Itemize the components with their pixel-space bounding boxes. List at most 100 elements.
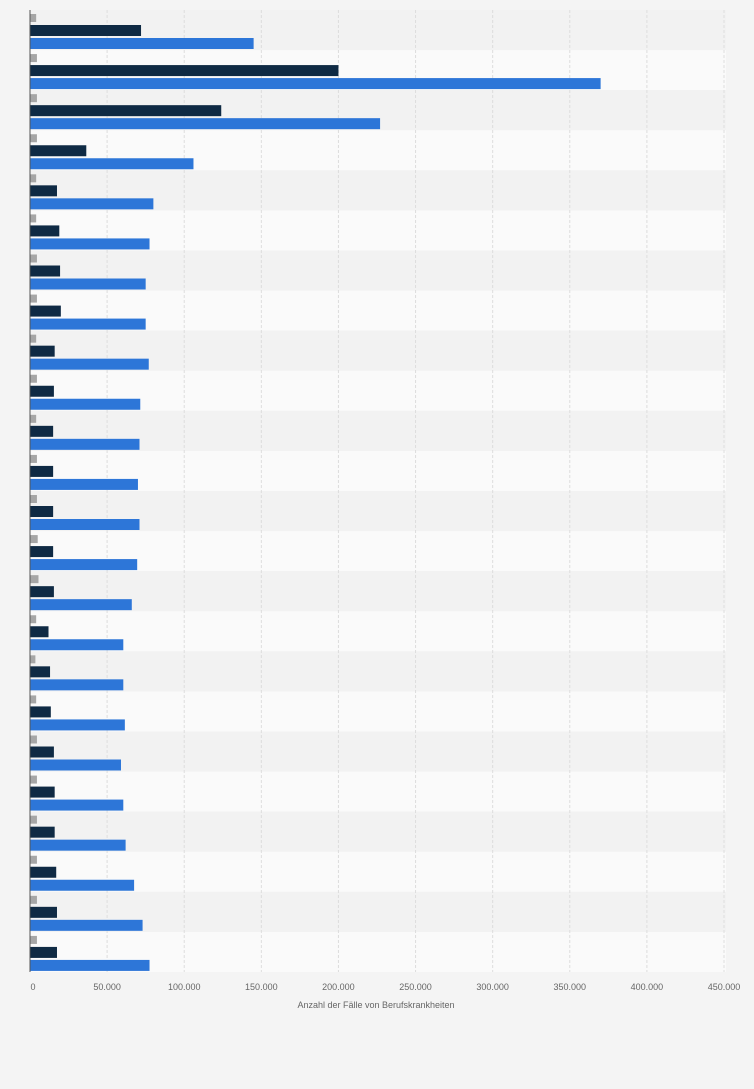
bar[interactable] [30,94,37,103]
row-band [30,250,726,291]
bar[interactable] [30,414,37,423]
bar[interactable] [30,679,124,691]
bar[interactable] [30,946,57,958]
row-band [30,290,726,331]
bar[interactable] [30,238,150,250]
row-band [30,611,726,652]
bar[interactable] [30,65,339,77]
bar[interactable] [30,134,37,143]
bar[interactable] [30,706,51,718]
bar[interactable] [30,278,146,290]
bar[interactable] [30,735,37,744]
bar-marks [30,14,601,971]
bar[interactable] [30,519,140,530]
bar[interactable] [30,214,37,223]
bar[interactable] [30,826,55,838]
row-band [30,851,726,892]
x-tick-label: 0 [30,982,35,992]
bar[interactable] [30,425,54,437]
x-tick-label: 100.000 [168,982,201,992]
x-axis-title: Anzahl der Fälle von Berufskrankheiten [297,1000,454,1010]
bar[interactable] [30,254,37,263]
bar[interactable] [30,895,37,904]
row-band [30,691,726,732]
bar[interactable] [30,478,138,490]
bar[interactable] [30,666,51,678]
bar[interactable] [30,265,61,277]
bar[interactable] [30,358,149,370]
row-band [30,891,726,932]
bar[interactable] [30,906,57,918]
bar[interactable] [30,655,36,664]
bar[interactable] [30,759,121,771]
bar[interactable] [30,465,54,477]
bar[interactable] [30,626,49,638]
bar[interactable] [30,546,54,558]
bar[interactable] [30,438,140,450]
row-band [30,450,726,491]
grid-lines [106,10,725,972]
bar[interactable] [30,14,37,22]
bar[interactable] [30,719,125,731]
row-band [30,410,726,451]
bar[interactable] [30,695,37,704]
row-band [30,370,726,411]
bar[interactable] [30,25,142,36]
bar[interactable] [30,174,37,183]
row-bands [30,10,726,972]
bar[interactable] [30,225,60,237]
row-band [30,491,726,532]
bar[interactable] [30,866,57,878]
bar[interactable] [30,959,150,971]
bar[interactable] [30,334,37,343]
row-band [30,731,726,772]
bar[interactable] [30,495,37,503]
bar[interactable] [30,615,37,624]
bar[interactable] [30,506,54,517]
row-band [30,651,726,692]
bar[interactable] [30,586,54,598]
x-tick-label: 450.000 [708,982,741,992]
bar[interactable] [30,775,37,784]
bar[interactable] [30,535,38,544]
bar[interactable] [30,919,143,931]
x-tick-label: 150.000 [245,982,278,992]
bar[interactable] [30,198,154,210]
x-tick-label: 300.000 [476,982,509,992]
bar[interactable] [30,374,37,383]
row-band [30,531,726,572]
bar[interactable] [30,294,37,303]
bar[interactable] [30,599,132,611]
bar[interactable] [30,935,37,944]
bar[interactable] [30,54,37,63]
bar[interactable] [30,815,37,824]
bar[interactable] [30,78,601,90]
x-tick-label: 350.000 [554,982,587,992]
bar[interactable] [30,786,55,798]
row-band [30,811,726,852]
x-tick-label: 50.000 [93,982,121,992]
bar[interactable] [30,345,55,357]
bar[interactable] [30,145,87,157]
bar[interactable] [30,639,124,651]
bar[interactable] [30,118,381,130]
bar[interactable] [30,305,61,317]
bar[interactable] [30,839,126,851]
bar[interactable] [30,158,194,170]
bar[interactable] [30,385,54,397]
bar[interactable] [30,799,124,811]
x-tick-label: 250.000 [399,982,432,992]
bar[interactable] [30,38,254,49]
bar[interactable] [30,454,37,463]
x-tick-label: 200.000 [322,982,355,992]
bar[interactable] [30,185,57,197]
bar[interactable] [30,879,135,891]
bar[interactable] [30,575,39,584]
bar[interactable] [30,398,141,410]
bar[interactable] [30,746,54,758]
bar[interactable] [30,318,146,330]
bar[interactable] [30,559,138,571]
bar[interactable] [30,105,222,117]
bar[interactable] [30,855,37,864]
x-tick-labels: 0 50.000 100.000 150.000 200.000 250.000 300.0… [30,982,740,992]
